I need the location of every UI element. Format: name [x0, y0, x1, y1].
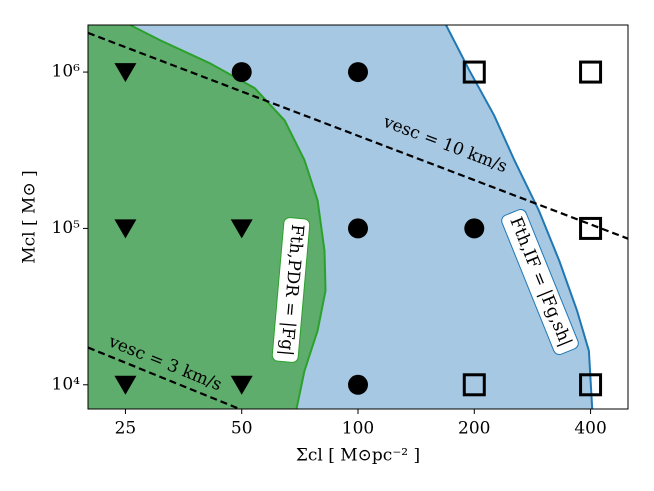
marker [348, 218, 368, 239]
annotation-box [271, 217, 311, 363]
region [88, 25, 326, 409]
marker [579, 216, 603, 240]
marker [348, 62, 368, 83]
marker [348, 374, 368, 395]
marker [114, 63, 137, 83]
x-tick-label: 400 [574, 419, 606, 439]
x-tick-label: 50 [231, 419, 253, 439]
x-tick-label: 200 [458, 419, 490, 439]
marker [230, 375, 253, 395]
annotation-box [501, 209, 579, 355]
marker [462, 373, 486, 397]
region-edge [129, 25, 327, 409]
marker [462, 60, 486, 84]
x-axis-label: Σcl [ M⊙pc⁻² ] [296, 446, 420, 466]
marker [579, 60, 603, 84]
escape-velocity-line [88, 346, 241, 409]
plot-area [88, 25, 628, 409]
y-axis-label: Mcl [ M⊙ ] [20, 170, 40, 264]
y-tick-label: 10⁶ [52, 62, 81, 82]
x-tick-label: 25 [115, 419, 137, 439]
region-edge [445, 25, 594, 409]
x-tick-label: 100 [342, 419, 374, 439]
marker [464, 218, 485, 239]
y-tick-label: 10⁴ [52, 374, 81, 394]
marker [579, 373, 603, 397]
marker [231, 62, 252, 83]
marker [230, 219, 253, 239]
marker [114, 375, 137, 395]
escape-velocity-line [88, 31, 628, 240]
marker [114, 219, 137, 239]
y-tick-label: 10⁵ [52, 218, 81, 238]
